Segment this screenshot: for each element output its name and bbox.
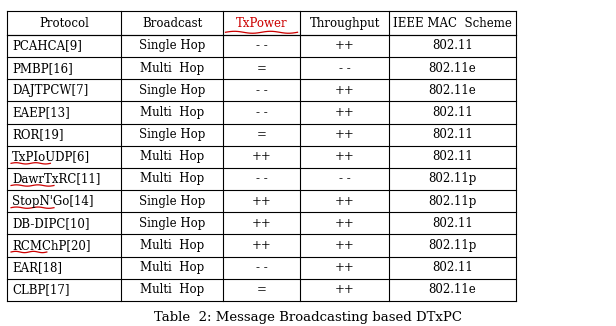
Text: Multi  Hop: Multi Hop (140, 150, 205, 163)
Text: DawrTxRC[11]: DawrTxRC[11] (12, 172, 100, 185)
Text: ++: ++ (334, 150, 355, 163)
Text: 802.11: 802.11 (432, 217, 473, 230)
Text: 802.11: 802.11 (432, 128, 473, 141)
Text: Protocol: Protocol (39, 17, 89, 30)
Text: 802.11: 802.11 (432, 106, 473, 119)
Text: Multi  Hop: Multi Hop (140, 261, 205, 274)
Text: =: = (256, 128, 267, 141)
Text: TxPIoUDP[6]: TxPIoUDP[6] (12, 150, 91, 163)
Text: ++: ++ (334, 217, 355, 230)
Text: 802.11p: 802.11p (428, 172, 477, 185)
Text: Single Hop: Single Hop (139, 195, 205, 208)
Text: Multi  Hop: Multi Hop (140, 283, 205, 296)
Text: ++: ++ (334, 128, 355, 141)
Text: ++: ++ (334, 283, 355, 296)
Text: ++: ++ (334, 239, 355, 252)
Text: Single Hop: Single Hop (139, 84, 205, 97)
Text: Table  2: Message Broadcasting based DTxPC: Table 2: Message Broadcasting based DTxP… (154, 311, 462, 324)
Text: PCAHCA[9]: PCAHCA[9] (12, 39, 82, 52)
Text: ++: ++ (334, 195, 355, 208)
Text: 802.11p: 802.11p (428, 195, 477, 208)
Text: Multi  Hop: Multi Hop (140, 239, 205, 252)
Text: CLBP[17]: CLBP[17] (12, 283, 70, 296)
Text: Multi  Hop: Multi Hop (140, 172, 205, 185)
Text: - -: - - (256, 106, 267, 119)
Text: RCMChP[20]: RCMChP[20] (12, 239, 91, 252)
Text: ++: ++ (334, 39, 355, 52)
Text: ++: ++ (251, 195, 272, 208)
Text: 802.11e: 802.11e (429, 84, 476, 97)
Text: - -: - - (256, 261, 267, 274)
Text: ROR[19]: ROR[19] (12, 128, 64, 141)
Text: Multi  Hop: Multi Hop (140, 106, 205, 119)
Text: 802.11p: 802.11p (428, 239, 477, 252)
Text: Broadcast: Broadcast (142, 17, 202, 30)
Text: DAJTPCW[7]: DAJTPCW[7] (12, 84, 89, 97)
Text: - -: - - (256, 84, 267, 97)
Text: 802.11: 802.11 (432, 150, 473, 163)
Text: Single Hop: Single Hop (139, 39, 205, 52)
Text: 802.11e: 802.11e (429, 62, 476, 75)
Text: - -: - - (256, 172, 267, 185)
Text: Single Hop: Single Hop (139, 128, 205, 141)
Text: ++: ++ (334, 84, 355, 97)
Text: ++: ++ (334, 261, 355, 274)
Text: PMBP[16]: PMBP[16] (12, 62, 73, 75)
Text: - -: - - (339, 172, 351, 185)
Text: TxPower: TxPower (236, 17, 287, 30)
Text: StopN'Go[14]: StopN'Go[14] (12, 195, 94, 208)
Text: ++: ++ (334, 106, 355, 119)
Text: EAR[18]: EAR[18] (12, 261, 62, 274)
Text: Multi  Hop: Multi Hop (140, 62, 205, 75)
Text: DB-DIPC[10]: DB-DIPC[10] (12, 217, 90, 230)
Text: IEEE MAC  Scheme: IEEE MAC Scheme (393, 17, 512, 30)
Text: - -: - - (256, 39, 267, 52)
Text: ++: ++ (251, 239, 272, 252)
Text: ++: ++ (251, 217, 272, 230)
Text: 802.11: 802.11 (432, 39, 473, 52)
Text: =: = (256, 62, 267, 75)
Text: Single Hop: Single Hop (139, 217, 205, 230)
Text: 802.11: 802.11 (432, 261, 473, 274)
Text: =: = (256, 283, 267, 296)
Text: 802.11e: 802.11e (429, 283, 476, 296)
Text: - -: - - (339, 62, 351, 75)
Text: EAEP[13]: EAEP[13] (12, 106, 70, 119)
Text: ++: ++ (251, 150, 272, 163)
Text: Throughput: Throughput (309, 17, 380, 30)
